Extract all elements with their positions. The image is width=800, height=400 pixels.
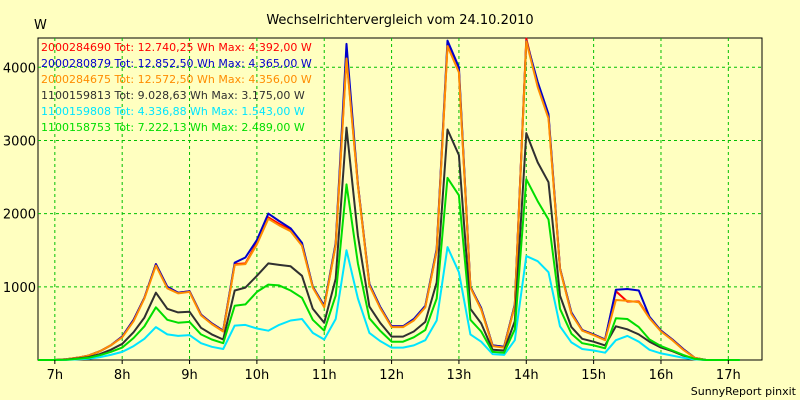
legend-entry-1100159808: 1100159808 Tot: 4.336,88 Wh Max: 1.543,0… [41, 105, 305, 118]
y-tick-label: 3000 [3, 134, 36, 149]
series-layer [38, 37, 740, 361]
footer-credit: SunnyReport pinxit [691, 385, 797, 398]
x-tick-label: 15h [581, 368, 606, 383]
series-line-1100159813 [38, 126, 740, 361]
y-tick-label: 1000 [3, 281, 36, 296]
legend-entry-2000284690: 2000284690 Tot: 12.740,25 Wh Max: 4.392,… [41, 41, 312, 54]
y-tick-label: 2000 [3, 208, 36, 223]
legend-entry-1100158753: 1100158753 Tot: 7.222,13 Wh Max: 2.489,0… [41, 121, 305, 134]
x-tick-label: 16h [649, 368, 674, 383]
x-tick-label: 10h [244, 368, 269, 383]
legend-entry-1100159813: 1100159813 Tot: 9.028,63 Wh Max: 3.175,0… [41, 89, 305, 102]
chart-title: Wechselrichtervergleich vom 24.10.2010 [266, 13, 533, 28]
axis-layer: 7h 8h 9h 10h 11h 12h 13h 14h 15h 16h 17h 1000 2000 30… [3, 61, 741, 383]
series-line-2000284675 [38, 40, 740, 361]
grid-layer [38, 38, 762, 360]
x-tick-label: 7h [47, 368, 64, 383]
legend: 2000284690 Tot: 12.740,25 Wh Max: 4.392,… [41, 41, 312, 134]
x-tick-label: 8h [114, 368, 131, 383]
legend-entry-2000284675: 2000284675 Tot: 12.572,50 Wh Max: 4.356,… [41, 73, 312, 86]
x-tick-label: 17h [716, 368, 741, 383]
y-axis-unit-label: W [34, 18, 47, 33]
series-line-1100158753 [38, 176, 740, 361]
x-tick-label: 9h [181, 368, 198, 383]
y-tick-label: 4000 [3, 61, 36, 76]
x-tick-label: 11h [312, 368, 337, 383]
legend-entry-2000280879: 2000280879 Tot: 12.852,50 Wh Max: 4.365,… [41, 57, 312, 70]
series-line-1100159808 [38, 246, 740, 361]
x-tick-label: 13h [447, 368, 472, 383]
x-tick-label: 12h [379, 368, 404, 383]
x-tick-label: 14h [514, 368, 539, 383]
